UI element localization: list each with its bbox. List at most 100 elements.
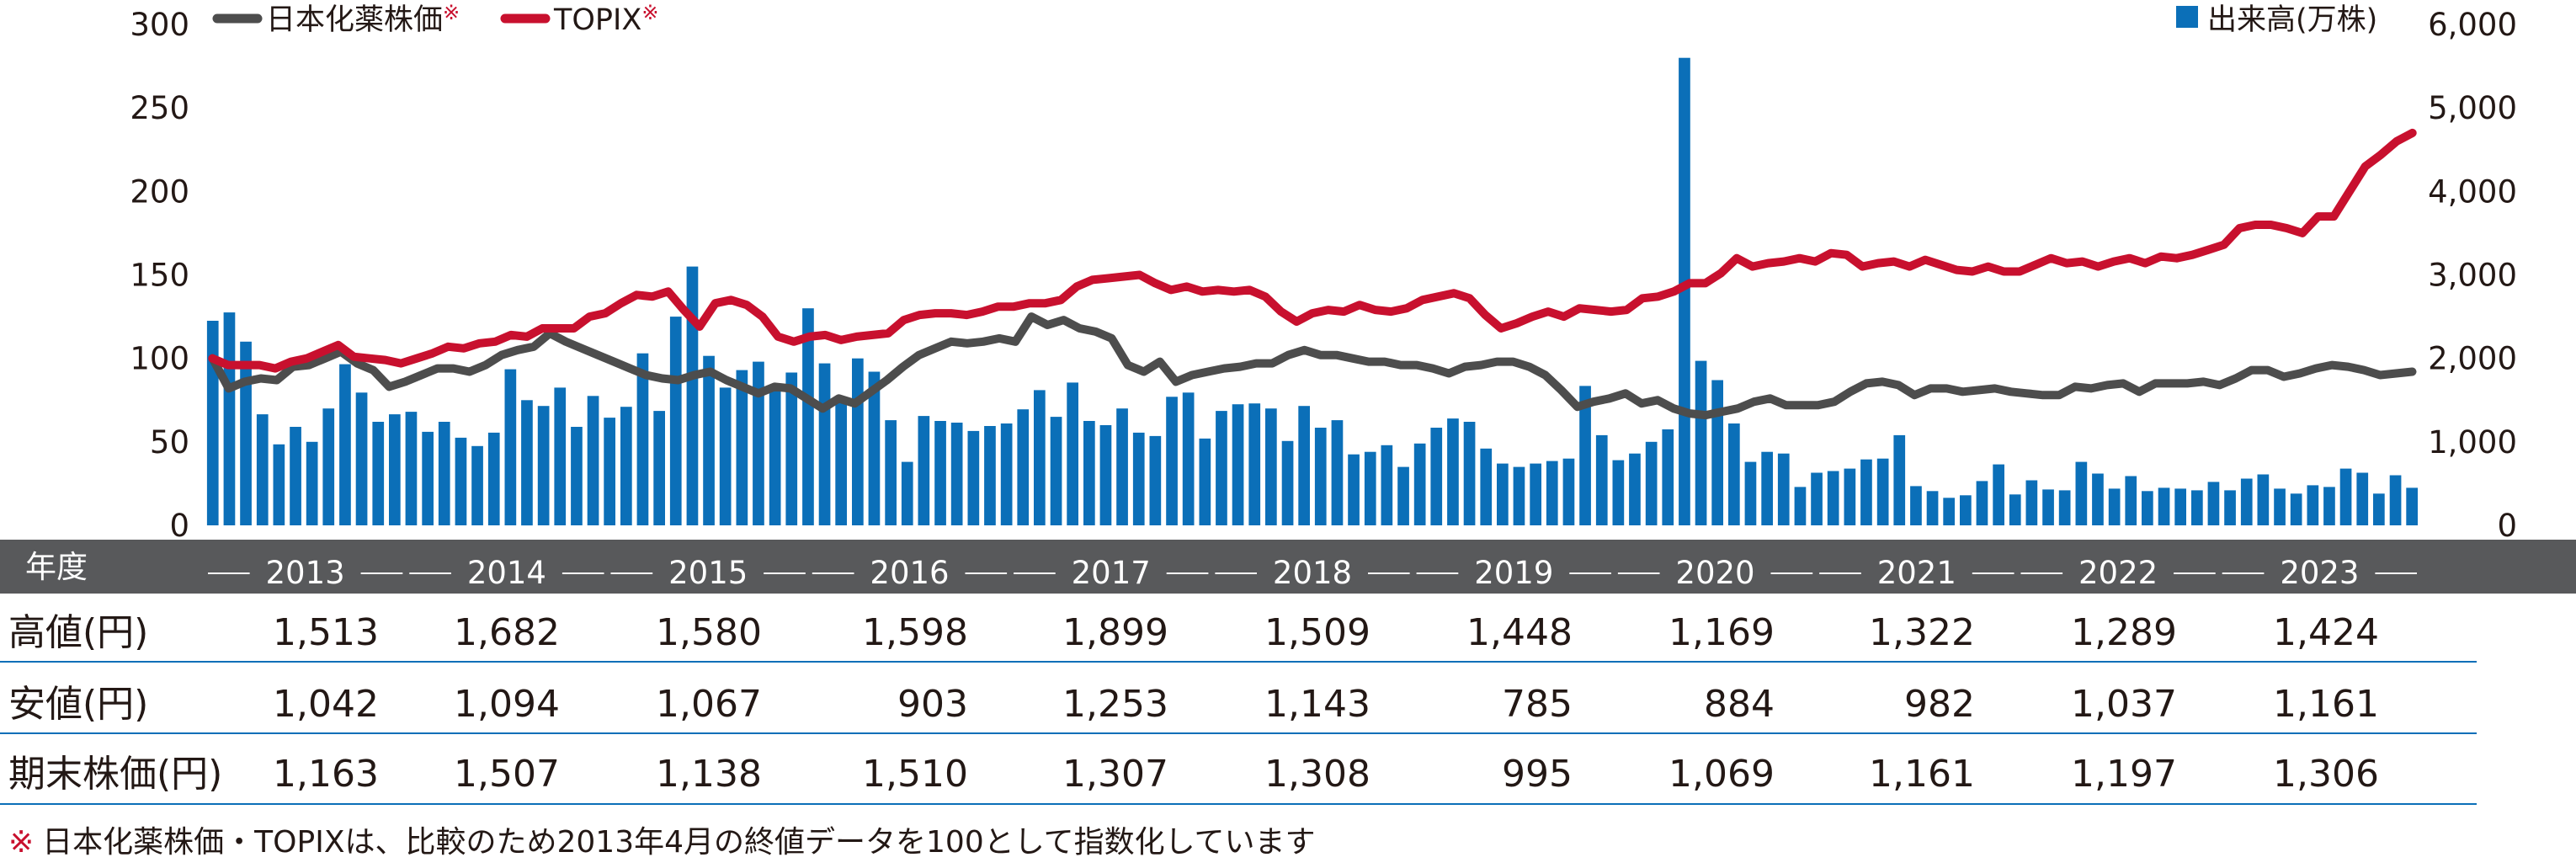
volume-bar: [1216, 411, 1227, 525]
left-tick-label: 100: [130, 341, 189, 377]
table-cell: 1,161: [1869, 753, 1975, 796]
volume-bar: [1530, 463, 1541, 525]
volume-bar: [1497, 463, 1509, 525]
fiscal-year-label: 2019: [1474, 555, 1553, 591]
fiscal-year-label: 2013: [266, 555, 345, 591]
volume-bar: [1926, 491, 1939, 525]
volume-bar: [1314, 428, 1327, 525]
volume-bar: [1298, 406, 1310, 525]
volume-bar: [1248, 403, 1261, 525]
table-cell: 1,322: [1869, 611, 1975, 654]
table-cell: 1,253: [1062, 683, 1168, 726]
volume-bar: [901, 461, 913, 525]
volume-bar: [636, 353, 649, 525]
volume-bar: [2339, 468, 2352, 525]
table-cell: 1,308: [1264, 753, 1370, 796]
volume-bar: [669, 317, 682, 525]
volume-bar: [2274, 488, 2286, 525]
volume-bar: [1034, 390, 1046, 525]
volume-bar: [653, 411, 665, 525]
table-cell: 1,161: [2273, 683, 2379, 726]
volume-bar: [571, 427, 583, 525]
volume-bar: [1000, 423, 1013, 525]
volume-bar: [471, 445, 483, 525]
table-cell: 884: [1704, 683, 1775, 726]
table-cell: 1,448: [1466, 611, 1573, 654]
volume-bar: [273, 444, 285, 525]
volume-bar: [2307, 485, 2319, 525]
volume-bar: [620, 407, 632, 525]
table-cell: 1,169: [1669, 611, 1775, 654]
volume-bar: [2356, 472, 2369, 525]
fiscal-year-label: 2015: [668, 555, 748, 591]
table-cell: 982: [1904, 683, 1975, 726]
volume-bar: [785, 372, 798, 525]
volume-bar: [1711, 380, 1723, 525]
left-tick-label: 50: [150, 424, 189, 461]
left-tick-label: 0: [169, 508, 189, 544]
volume-bar: [1844, 468, 1856, 525]
volume-bar: [1331, 420, 1344, 525]
volume-bar: [1364, 451, 1376, 525]
left-tick-label: 250: [130, 90, 189, 126]
volume-bar: [1067, 382, 1078, 525]
volume-bar: [604, 418, 615, 525]
volume-bar: [835, 397, 847, 525]
volume-bar: [1281, 440, 1294, 525]
volume-bar: [405, 412, 418, 525]
table-cell: 1,507: [454, 753, 560, 796]
volume-bar: [537, 406, 550, 525]
table-cell: 1,197: [2071, 753, 2177, 796]
volume-bar: [587, 396, 599, 525]
fiscal-year-label: 2023: [2280, 555, 2359, 591]
volume-bar: [1546, 461, 1558, 525]
volume-bar: [1728, 423, 1740, 525]
volume-bar: [1265, 408, 1277, 525]
volume-bar: [2406, 487, 2418, 525]
volume-bar: [2125, 476, 2137, 525]
volume-bar: [223, 312, 236, 525]
volume-bar: [719, 387, 732, 525]
volume-bar: [1099, 425, 1112, 525]
topix-line: [208, 128, 2417, 373]
right-tick-label: 2,000: [2428, 341, 2517, 377]
volume-bar: [1893, 434, 1906, 525]
fiscal-year-row-label: 年度: [25, 549, 88, 585]
volume-bar: [306, 441, 318, 525]
volume-bar: [1182, 392, 1195, 525]
volume-bar: [438, 422, 450, 525]
volume-bar: [2108, 488, 2121, 525]
left-tick-label: 300: [130, 7, 189, 43]
table-cell: 1,042: [273, 683, 379, 726]
nippon-kayaku-line: [208, 312, 2417, 420]
volume-bar: [1199, 438, 1211, 525]
volume-bar: [372, 422, 385, 525]
right-tick-label: 3,000: [2428, 258, 2517, 294]
fiscal-year-label: 2021: [1877, 555, 1956, 591]
volume-bar: [1050, 417, 1062, 525]
footnote: ※ 日本化薬株価・TOPIXは、比較のため2013年4月の終値データを100として…: [8, 825, 1316, 860]
volume-bar: [1348, 454, 1360, 525]
volume-bar: [2257, 474, 2270, 525]
table-cell: 1,037: [2071, 683, 2177, 726]
table-cell: 1,509: [1264, 611, 1370, 654]
volume-bar: [984, 426, 996, 525]
fiscal-year-label: 2014: [467, 555, 546, 591]
volume-bar: [967, 430, 980, 525]
volume-bar: [2075, 461, 2088, 525]
volume-bar: [1629, 453, 1641, 525]
volume-bar: [1761, 451, 1773, 525]
right-tick-label: 4,000: [2428, 173, 2517, 210]
volume-bar: [2092, 473, 2104, 525]
legend-volume: 出来高(万株): [2207, 3, 2377, 37]
table-cell: 1,069: [1669, 753, 1775, 796]
volume-bar: [1744, 461, 1757, 525]
right-tick-label: 0: [2497, 508, 2517, 544]
volume-bar: [1777, 453, 1790, 525]
volume-bar: [1513, 466, 1525, 525]
table-cell: 1,513: [273, 611, 379, 654]
volume-bar: [521, 400, 533, 526]
fiscal-year-label: 2017: [1072, 555, 1151, 591]
volume-bar: [1794, 487, 1807, 525]
volume-bar: [703, 355, 715, 525]
